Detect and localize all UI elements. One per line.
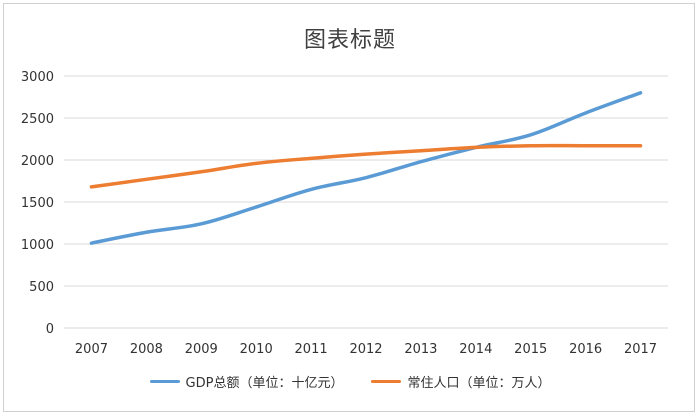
y-tick-label: 2500 xyxy=(21,112,54,127)
x-tick-label: 2016 xyxy=(569,342,602,357)
x-axis-ticks: 2007 2008 2009 2010 2011 2012 2013 2014 2015 2016… xyxy=(75,342,657,357)
x-tick-label: 2014 xyxy=(459,342,492,357)
legend-swatch-population xyxy=(371,380,402,383)
y-tick-label: 2000 xyxy=(21,154,54,169)
series-line-0 xyxy=(89,91,643,245)
series-lines xyxy=(89,91,643,245)
x-tick-label: 2017 xyxy=(624,342,657,357)
x-tick-label: 2008 xyxy=(130,342,163,357)
gridlines xyxy=(64,75,668,329)
x-tick-label: 2009 xyxy=(185,342,218,357)
y-tick-label: 3000 xyxy=(21,70,54,85)
x-tick-label: 2012 xyxy=(349,342,382,357)
legend-item-gdp: GDP总额（单位：十亿元） xyxy=(149,372,344,391)
x-tick-label: 2013 xyxy=(404,342,437,357)
x-tick-label: 2007 xyxy=(75,342,108,357)
chart-frame xyxy=(3,3,695,412)
y-tick-label: 500 xyxy=(29,280,54,295)
legend-swatch-gdp xyxy=(149,380,180,383)
legend: GDP总额（单位：十亿元） 常住人口（单位：万人） xyxy=(0,372,700,391)
y-tick-label: 1000 xyxy=(21,238,54,253)
y-axis-ticks: 0 500 1000 1500 2000 2500 3000 xyxy=(21,70,54,337)
legend-label-gdp: GDP总额（单位：十亿元） xyxy=(185,376,344,391)
series-line-1 xyxy=(89,143,643,189)
y-tick-label: 1500 xyxy=(21,196,54,211)
legend-item-population: 常住人口（单位：万人） xyxy=(371,372,550,391)
x-tick-label: 2015 xyxy=(514,342,547,357)
y-tick-label: 0 xyxy=(46,322,54,337)
x-tick-label: 2010 xyxy=(240,342,273,357)
legend-label-population: 常住人口（单位：万人） xyxy=(407,376,551,391)
chart-title: 图表标题 xyxy=(303,28,396,53)
x-tick-label: 2011 xyxy=(295,342,328,357)
